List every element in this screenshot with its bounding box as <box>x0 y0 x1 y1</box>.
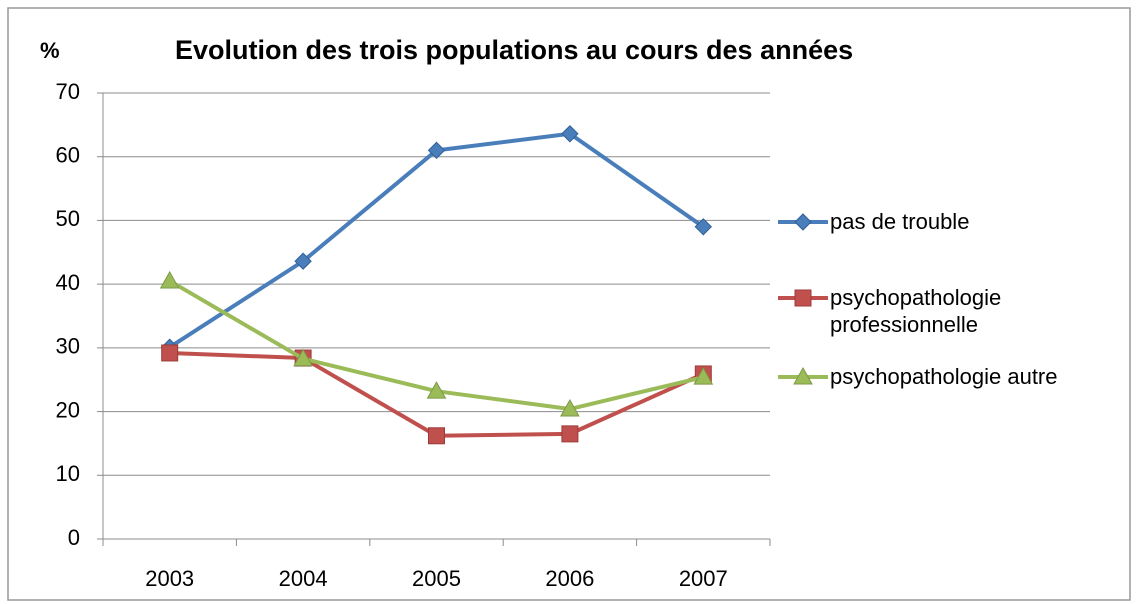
point <box>427 141 446 160</box>
point <box>693 367 714 385</box>
x-tick-label: 2004 <box>279 566 328 591</box>
point <box>161 344 179 362</box>
point <box>694 218 713 236</box>
legend-marker <box>793 366 813 385</box>
y-tick-label: 10 <box>56 461 80 486</box>
frame <box>7 7 1131 601</box>
y-tick-label: 40 <box>56 270 80 295</box>
legend-label: psychopathologie autre <box>830 364 1058 389</box>
point <box>426 381 447 399</box>
chart-title: Evolution des trois populations au cours… <box>175 35 853 65</box>
x-tick-label: 2007 <box>679 566 728 591</box>
point <box>561 125 579 143</box>
x-tick-label: 2003 <box>145 566 194 591</box>
point <box>560 399 580 417</box>
y-axis-label: % <box>40 38 60 63</box>
series-line <box>168 131 705 349</box>
point <box>561 425 579 443</box>
legend-marker <box>794 289 812 307</box>
point <box>428 427 445 445</box>
legend-label: pas de trouble <box>830 209 970 234</box>
y-tick-label: 70 <box>56 79 80 104</box>
legend-label: psychopathologie professionnelle <box>830 285 1002 337</box>
y-tick-label: 30 <box>56 334 80 359</box>
point <box>294 252 312 270</box>
y-tick-label: 50 <box>56 206 80 231</box>
point <box>293 348 313 367</box>
legend-marker <box>794 213 812 231</box>
y-tick-label: 60 <box>56 143 80 168</box>
y-tick-label: 0 <box>68 525 80 550</box>
point <box>159 270 180 289</box>
x-tick-label: 2005 <box>412 566 461 591</box>
x-tick-label: 2006 <box>545 566 594 591</box>
y-tick-label: 20 <box>56 397 80 422</box>
